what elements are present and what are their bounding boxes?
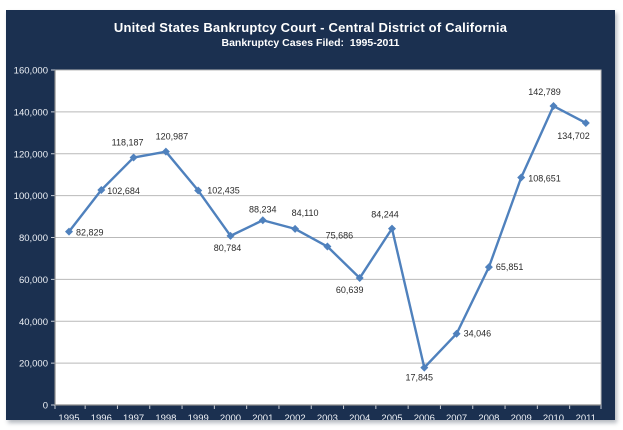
data-point-1995 xyxy=(65,227,73,236)
y-axis-label: 20,000 xyxy=(19,359,48,370)
y-axis-label: 80,000 xyxy=(19,233,48,244)
data-point-1997 xyxy=(129,153,138,162)
data-point-2006 xyxy=(420,363,429,372)
x-axis-label: 2010 xyxy=(543,413,564,420)
data-point-1999 xyxy=(194,186,203,195)
data-label-2006: 17,845 xyxy=(406,373,434,383)
data-label-2003: 75,686 xyxy=(326,231,354,241)
x-axis-label: 2011 xyxy=(576,413,596,420)
data-label-2005: 84,244 xyxy=(371,210,399,220)
data-label-2009: 108,651 xyxy=(528,174,561,184)
chart-panel: United States Bankruptcy Court - Central… xyxy=(6,10,615,420)
y-axis-label: 120,000 xyxy=(14,149,48,160)
data-label-1999: 102,435 xyxy=(207,186,240,196)
data-label-2004: 60,639 xyxy=(336,285,364,295)
x-axis-label: 2008 xyxy=(478,413,499,420)
x-axis-label: 2000 xyxy=(220,413,241,420)
data-point-2011 xyxy=(581,118,590,127)
x-axis-label: 2006 xyxy=(414,413,435,420)
x-axis-label: 2007 xyxy=(446,413,467,420)
x-axis-label: 2004 xyxy=(349,413,370,420)
x-axis-label: 1995 xyxy=(58,413,79,420)
line-chart: 0 20,000 40,000 60,000 80,000 100,000 120,000 1… xyxy=(14,66,602,420)
x-axis-label: 1996 xyxy=(91,413,112,420)
x-axis-label: 2003 xyxy=(317,413,338,420)
y-axis-label: 140,000 xyxy=(14,107,48,118)
data-point-2001 xyxy=(258,216,267,225)
data-label-1998: 120,987 xyxy=(156,132,189,142)
data-point-2008 xyxy=(484,263,493,272)
data-point-2005 xyxy=(388,224,396,233)
data-label-2008: 65,851 xyxy=(496,262,524,272)
y-axis-label: 0 xyxy=(43,401,48,412)
data-label-2000: 80,784 xyxy=(214,243,242,253)
data-point-2010 xyxy=(549,102,558,111)
chart-title: United States Bankruptcy Court - Central… xyxy=(113,20,508,35)
x-axis-label: 2009 xyxy=(511,413,532,420)
data-point-2004 xyxy=(355,274,364,283)
y-axis-label: 160,000 xyxy=(14,66,48,77)
y-axis-label: 60,000 xyxy=(19,275,48,286)
data-point-1996 xyxy=(97,186,106,195)
x-axis-label: 1997 xyxy=(123,413,144,420)
data-label-1996: 102,684 xyxy=(107,186,140,196)
data-label-2001: 88,234 xyxy=(249,204,277,214)
data-point-2009 xyxy=(517,173,526,182)
data-point-2000 xyxy=(226,231,235,240)
data-label-1997: 118,187 xyxy=(112,138,144,148)
data-point-2007 xyxy=(452,329,461,338)
x-axis-label: 2001 xyxy=(252,413,273,420)
data-label-1995: 82,829 xyxy=(76,228,104,238)
data-point-2002 xyxy=(291,224,300,233)
data-label-2010: 142,789 xyxy=(528,87,561,97)
data-label-2011: 134,702 xyxy=(557,131,590,141)
x-axis-label: 2005 xyxy=(381,413,402,420)
data-label-2002: 84,110 xyxy=(292,208,319,218)
data-point-1998 xyxy=(161,147,170,156)
data-label-2007: 34,046 xyxy=(464,329,492,339)
chart-subtitle: Bankruptcy Cases Filed: 1995-2011 xyxy=(221,37,400,49)
data-point-2003 xyxy=(323,242,332,251)
x-axis-label: 1998 xyxy=(155,413,176,420)
y-axis-label: 40,000 xyxy=(19,317,48,328)
x-axis-label: 1999 xyxy=(188,413,209,420)
y-axis-label: 100,000 xyxy=(14,191,48,202)
x-axis-label: 2002 xyxy=(285,413,306,420)
